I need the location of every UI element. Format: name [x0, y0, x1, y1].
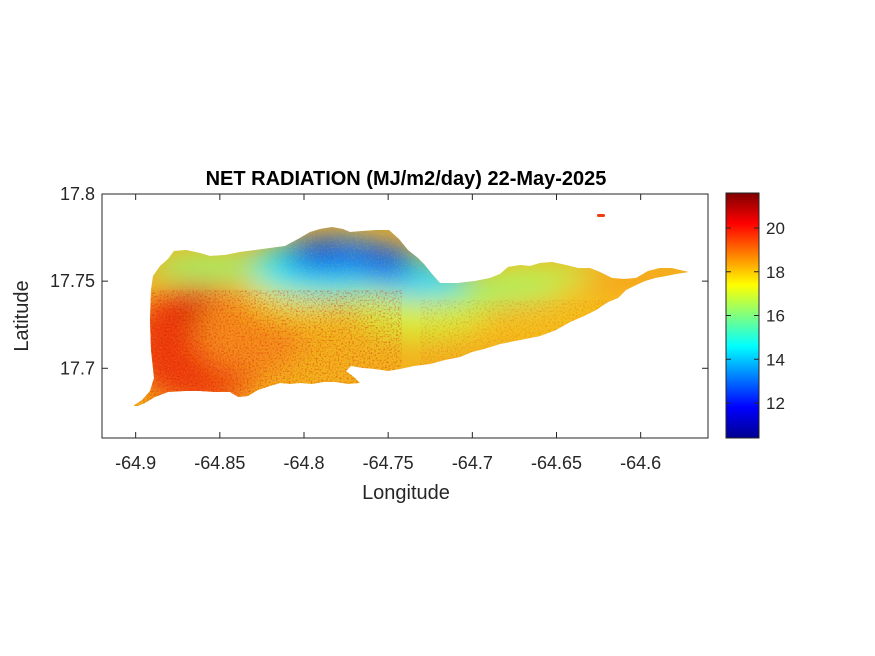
colorbar-tick-label: 16	[766, 307, 785, 326]
y-tick-label: 17.8	[60, 184, 95, 204]
x-tick-label: -64.8	[283, 453, 324, 473]
x-tick-labels: -64.9 -64.85 -64.8 -64.75 -64.7 -64.65 -64.6	[115, 453, 661, 473]
colorbar-tick-label: 14	[766, 350, 785, 369]
x-tick-label: -64.65	[531, 453, 582, 473]
colorbar-tick-label: 12	[766, 394, 785, 413]
x-tick-label: -64.6	[620, 453, 661, 473]
x-tick-label: -64.75	[363, 453, 414, 473]
colorbar-tick-labels: 12 14 16 18 20	[766, 219, 785, 413]
y-axis-label: Latitude	[11, 280, 33, 351]
y-tick-labels: 17.7 17.75 17.8	[50, 184, 95, 378]
offshore-islet	[597, 214, 605, 217]
x-tick-label: -64.9	[115, 453, 156, 473]
axis-ticks	[102, 193, 708, 438]
y-tick-label: 17.75	[50, 271, 95, 291]
colorbar-tick-label: 20	[766, 219, 785, 238]
x-axis-label: Longitude	[362, 482, 450, 504]
x-tick-label: -64.85	[194, 453, 245, 473]
chart-title: NET RADIATION (MJ/m2/day) 22-May-2025	[206, 168, 607, 190]
x-tick-label: -64.7	[452, 453, 493, 473]
colorbar-tick-label: 18	[766, 263, 785, 282]
colorbar-ticks	[726, 227, 759, 404]
y-tick-label: 17.7	[60, 358, 95, 378]
